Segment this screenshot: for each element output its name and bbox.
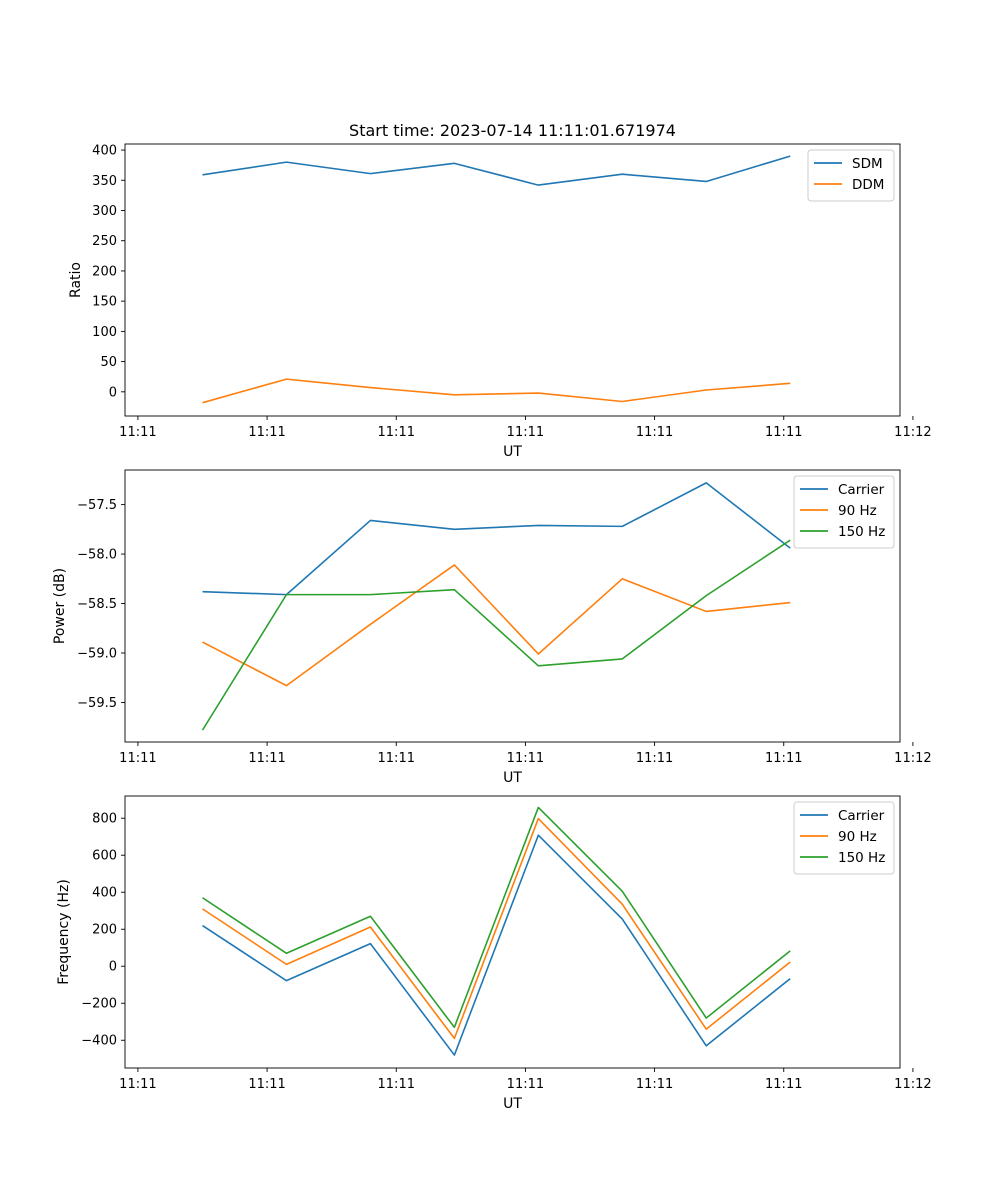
plot-frame [124, 795, 901, 1069]
panel-ratio: Start time: 2023-07-14 11:11:01.671974 U… [68, 121, 932, 460]
x-tick-label: 11:11 [378, 751, 415, 766]
series-line-carrier [202, 834, 791, 1056]
legend-box [793, 475, 895, 549]
x-tick-label: 11:11 [119, 751, 156, 766]
series-line-carrier [202, 482, 791, 596]
y-tick-label: 200 [92, 264, 117, 279]
x-tick-label: 11:11 [378, 1077, 415, 1092]
y-tick-label: 300 [92, 204, 117, 219]
x-tick-label: 11:11 [507, 1077, 544, 1092]
legend-box [793, 801, 895, 875]
x-tick-label: 11:11 [765, 1077, 802, 1092]
y-tick-label: −59.0 [77, 646, 117, 661]
x-tick-label: 11:12 [894, 425, 931, 440]
legend-label: SDM [852, 156, 883, 172]
x-tick-label: 11:11 [248, 751, 285, 766]
y-axis-label: Frequency (Hz) [56, 879, 72, 985]
y-tick-label: −59.5 [77, 696, 117, 711]
x-tick-label: 11:11 [378, 425, 415, 440]
plot-frame [124, 469, 901, 743]
y-tick-label: 0 [109, 385, 117, 400]
legend-label: 90 Hz [838, 829, 877, 845]
y-tick-label: 600 [92, 849, 117, 864]
x-tick-label: 11:11 [636, 1077, 673, 1092]
legend: Carrier 90 Hz 150 Hz [793, 801, 895, 875]
y-tick-label: −57.5 [77, 498, 117, 513]
x-axis-label: UT [503, 444, 522, 460]
series-line-90-hz [202, 817, 791, 1040]
x-tick-label: 11:11 [119, 1077, 156, 1092]
x-tick-label: 11:11 [119, 425, 156, 440]
y-tick-label: −58.5 [77, 597, 117, 612]
y-tick-label: 0 [109, 960, 117, 975]
y-axis-label: Power (dB) [52, 568, 68, 644]
panel-frequency: UT Frequency (Hz) 11:11 11:11 11:11 11:11 11… [56, 795, 932, 1112]
x-tick-label: 11:11 [507, 425, 544, 440]
plot-frame [124, 143, 901, 417]
y-tick-label: 400 [92, 144, 117, 159]
y-tick-label: 800 [92, 812, 117, 827]
x-tick-label: 11:12 [894, 751, 931, 766]
x-tick-label: 11:11 [507, 751, 544, 766]
series-line-150-hz [202, 806, 791, 1029]
legend-label: 90 Hz [838, 503, 877, 519]
x-tick-label: 11:12 [894, 1077, 931, 1092]
y-tick-label: −200 [81, 997, 117, 1012]
x-tick-label: 11:11 [765, 425, 802, 440]
y-tick-label: 150 [92, 295, 117, 310]
y-tick-label: 50 [100, 355, 117, 370]
panel-power: UT Power (dB) 11:11 11:11 11:11 11:11 11:11 1… [52, 469, 932, 786]
x-tick-label: 11:11 [248, 1077, 285, 1092]
y-tick-label: 350 [92, 174, 117, 189]
y-tick-label: 250 [92, 234, 117, 249]
chart-title: Start time: 2023-07-14 11:11:01.671974 [349, 121, 676, 140]
legend-label: 150 Hz [838, 850, 885, 866]
y-tick-label: 200 [92, 923, 117, 938]
series-line-ddm [202, 378, 791, 404]
y-tick-label: −400 [81, 1034, 117, 1049]
x-axis-label: UT [503, 770, 522, 786]
y-tick-label: 400 [92, 886, 117, 901]
x-tick-label: 11:11 [636, 751, 673, 766]
legend-label: Carrier [838, 482, 885, 498]
y-tick-label: 100 [92, 325, 117, 340]
x-axis-label: UT [503, 1096, 522, 1112]
y-axis-label: Ratio [68, 262, 84, 298]
legend-label: Carrier [838, 808, 885, 824]
legend: SDM DDM [807, 149, 895, 202]
legend: Carrier 90 Hz 150 Hz [793, 475, 895, 549]
legend-label: DDM [852, 177, 884, 193]
legend-label: 150 Hz [838, 524, 885, 540]
series-line-150-hz [201, 539, 791, 731]
y-tick-label: −58.0 [77, 548, 117, 563]
x-tick-label: 11:11 [765, 751, 802, 766]
x-tick-label: 11:11 [248, 425, 285, 440]
x-tick-label: 11:11 [636, 425, 673, 440]
series-line-sdm [202, 155, 791, 186]
